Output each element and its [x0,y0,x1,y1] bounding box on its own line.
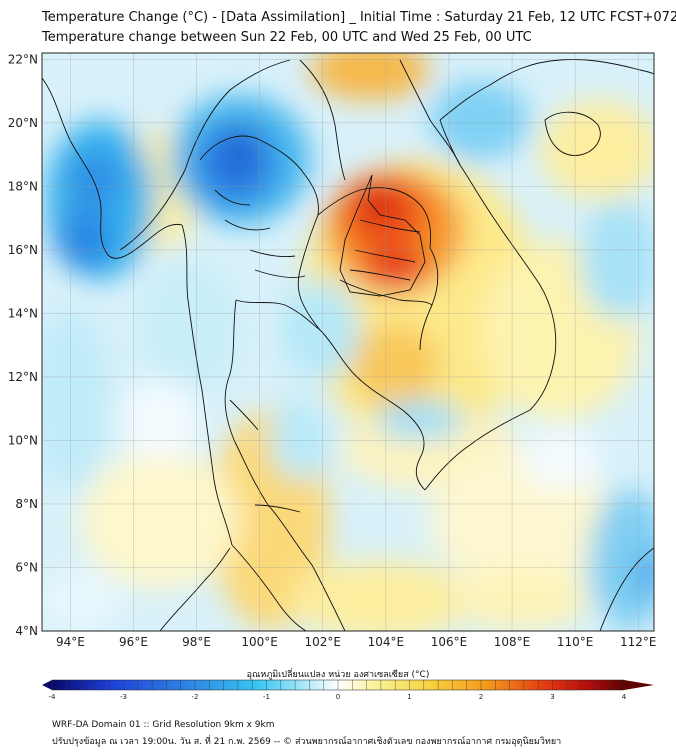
colorbar-tick-label: 3 [550,693,554,701]
lon-tick-label: 100°E [241,635,278,649]
colorbar-tick-label: -3 [120,693,127,701]
colorbar-max-arrow [624,680,654,690]
colorbar-min-arrow [42,680,52,690]
lon-tick-label: 94°E [56,635,85,649]
lat-tick-label: 12°N [8,370,38,384]
lat-tick-label: 20°N [8,116,38,130]
lat-tick-label: 4°N [15,624,38,638]
lat-tick-label: 14°N [8,306,38,320]
lat-tick-label: 6°N [15,560,38,574]
lat-tick-label: 8°N [15,497,38,511]
lon-tick-label: 106°E [431,635,468,649]
lon-tick-label: 96°E [119,635,148,649]
colorbar-label: อุณหภูมิเปลี่ยนแปลง หน่วย องศาเซลเซียส (… [246,670,430,680]
lon-tick-label: 98°E [182,635,211,649]
colorbar-tick-label: -4 [49,693,57,701]
map-title: Temperature Change (°C) - [Data Assimila… [42,10,676,25]
lon-tick-label: 110°E [557,635,594,649]
temperature-field [42,53,654,631]
lat-tick-label: 18°N [8,179,38,193]
lon-tick-label: 108°E [494,635,531,649]
colorbar: -4 -3 -2 -1 0 1 2 3 4 [42,679,654,701]
colorbar-tick-label: 1 [407,693,411,701]
colorbar-tick-label: 4 [622,693,627,701]
country-borders [42,59,654,631]
longitude-axis: 94°E 96°E 98°E 100°E 102°E 104°E 106°E 108°E 110… [56,635,657,649]
latitude-axis: 22°N 20°N 18°N 16°N 14°N 12°N 10°N 8°N 6°N 4°N [8,52,38,638]
colorbar-tick-label: 2 [479,693,483,701]
lon-tick-label: 104°E [368,635,405,649]
footer-update-info: ปรับปรุงข้อมูล ณ เวลา 19:00น. วัน ส. ที่… [52,737,562,747]
plot-frame [41,52,655,632]
lon-tick-label: 112°E [620,635,657,649]
lat-tick-label: 16°N [8,243,38,257]
lon-tick-label: 102°E [305,635,342,649]
map-subtitle: Temperature change between Sun 22 Feb, 0… [42,30,532,45]
gridlines [42,53,654,632]
colorbar-tick-label: 0 [336,693,340,701]
colorbar-tick-label: -2 [192,693,199,701]
colorbar-tick-label: -1 [263,693,270,701]
lat-tick-label: 22°N [8,52,38,66]
footer-model-info: WRF-DA Domain 01 :: Grid Resolution 9km … [52,720,275,730]
lat-tick-label: 10°N [8,433,38,447]
